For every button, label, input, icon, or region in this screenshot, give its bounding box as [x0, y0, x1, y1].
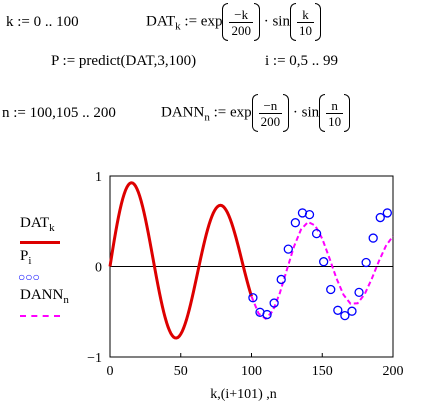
legend-dann-swatch: [20, 315, 60, 317]
dann-definition[interactable]: DANNn := exp −n 200 · sin n 10: [161, 94, 351, 132]
n-range-text: n := 100,105 .. 200: [2, 105, 116, 121]
i-range-text: i := 0,5 .. 99: [265, 53, 339, 69]
series-p-point: [319, 257, 329, 267]
legend-p-sub: i: [28, 255, 32, 267]
dat-exp-paren: −k 200: [222, 3, 260, 41]
series-p-point: [347, 306, 357, 316]
legend-dat-swatch: [20, 241, 60, 244]
n-range-definition[interactable]: n := 100,105 .. 200: [2, 104, 116, 122]
dat-exp-fraction: −k 200: [229, 6, 253, 38]
series-p-point: [290, 218, 301, 228]
dat-sin-paren: k 10: [289, 3, 321, 41]
series-p-point: [375, 212, 385, 223]
series-dann-line: [250, 220, 394, 321]
predict-definition[interactable]: P := predict(DAT,3,100): [51, 52, 196, 70]
dann-sin: sin: [301, 104, 320, 121]
series-p-point: [304, 209, 315, 220]
dann-sin-fraction: n 10: [326, 97, 344, 129]
dann-sin-paren: n 10: [319, 94, 351, 132]
legend-dat: DATk: [20, 215, 55, 234]
dann-assign: := exp: [213, 104, 252, 121]
series-p-point: [340, 310, 350, 321]
series-p-point: [333, 305, 343, 315]
dat-sin-fraction: k 10: [296, 6, 314, 38]
series-p-point: [361, 257, 371, 268]
series-p-point: [269, 298, 279, 308]
series-p-point: [368, 233, 378, 243]
series-p-point: [276, 274, 286, 285]
dann-lhs: DANN: [161, 104, 205, 121]
i-range-definition[interactable]: i := 0,5 .. 99: [265, 52, 338, 70]
series-p-point: [382, 208, 392, 218]
dat-definition[interactable]: DATk := exp −k 200 · sin k 10: [146, 3, 321, 41]
legend-p-label: P: [20, 248, 29, 264]
predict-text: P := predict(DAT,3,100): [51, 53, 197, 69]
x-axis-label: k,(i+101) ,n: [210, 387, 277, 402]
k-range-text: k := 0 .. 100: [6, 14, 79, 30]
dann-exp-fraction: −n 200: [258, 97, 283, 129]
dat-assign: := exp: [184, 13, 223, 30]
series-dat-line: [108, 181, 253, 340]
x-tick-label: 150: [312, 364, 333, 379]
series-p-point: [311, 228, 322, 239]
dann-dot: ·: [292, 104, 298, 121]
series-p-point: [248, 293, 258, 303]
y-tick-label: −1: [87, 351, 102, 366]
series-p-point: [354, 287, 364, 298]
legend-p: Pi: [20, 248, 31, 267]
series-p-point: [283, 244, 293, 254]
legend-dann-label: DANN: [20, 287, 64, 303]
dat-lhs: DAT: [146, 13, 176, 30]
x-tick-label: 100: [241, 364, 262, 379]
series-p-point: [262, 309, 272, 320]
legend-dat-label: DAT: [20, 215, 50, 231]
y-tick-label: 0: [95, 261, 102, 276]
legend-dann: DANNn: [20, 287, 69, 306]
dat-dot: ·: [263, 13, 269, 30]
k-range-definition[interactable]: k := 0 .. 100: [6, 13, 79, 31]
legend-dat-sub: k: [49, 222, 55, 234]
series-p-point: [326, 284, 336, 295]
dat-sin: sin: [272, 13, 290, 30]
x-tick-label: 0: [107, 364, 114, 379]
y-tick-label: 1: [95, 170, 102, 185]
dann-exp-paren: −n 200: [251, 94, 290, 132]
x-tick-label: 50: [174, 364, 188, 379]
legend-dann-sub: n: [63, 294, 69, 306]
dann-lhs-sub: n: [204, 111, 210, 124]
x-tick-label: 200: [383, 364, 404, 379]
dat-lhs-sub: k: [175, 20, 181, 33]
legend-p-marker: ○○○: [18, 270, 40, 284]
